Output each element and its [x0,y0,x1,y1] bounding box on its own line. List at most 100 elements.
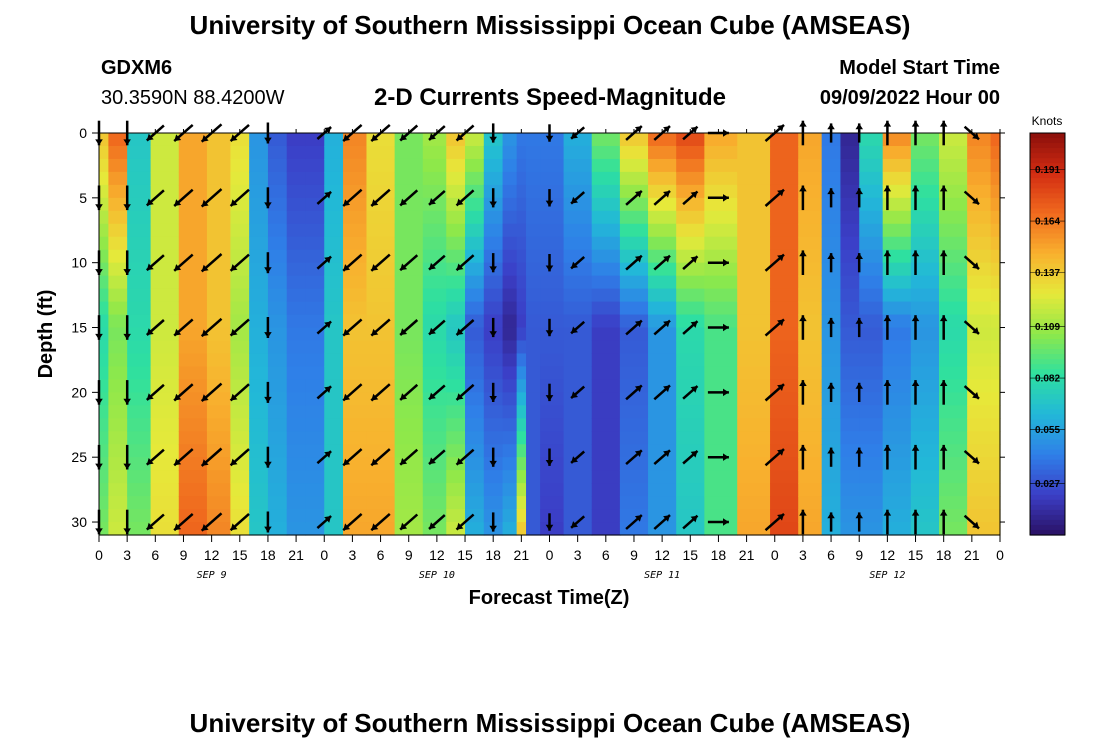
heatmap-cell [676,236,705,251]
current-vector [570,450,586,464]
x-tick-label: 6 [377,547,385,563]
date-label: SEP 11 [644,570,680,581]
heatmap-cell [230,158,250,173]
heatmap-cell [178,223,208,238]
heatmap-cell [990,366,1001,380]
heatmap-cell [526,288,541,303]
heatmap-cell [206,210,231,225]
colorbar-segment [1030,449,1065,456]
current-vector [316,255,332,270]
heatmap-cell [619,340,649,355]
current-vector [653,189,671,206]
current-vector [264,381,272,403]
x-axis-title: Forecast Time(Z) [469,587,630,609]
colorbar-segment [1030,409,1065,416]
heatmap-cell [648,353,677,368]
heatmap-cell [249,431,269,445]
heatmap-cell [267,236,288,251]
heatmap-cell [446,444,466,458]
heatmap-cell [990,223,1001,238]
heatmap-cell [938,197,968,212]
heatmap-cell [676,392,705,406]
heatmap-cell [483,236,504,251]
heatmap-cell [108,353,128,368]
current-vector [855,253,863,273]
heatmap-cell [108,210,128,225]
heatmap-cell [737,275,771,290]
heatmap-cell [676,470,705,484]
heatmap-cell [526,392,541,406]
heatmap-cell [178,418,208,432]
heatmap-cell [737,470,771,484]
current-vector [123,185,131,211]
heatmap-cell [676,223,705,238]
current-vector [653,449,671,466]
heatmap-cell [540,405,565,419]
heatmap-cell [343,171,368,186]
heatmap-cell [737,249,771,264]
heatmap-cell [178,340,208,355]
heatmap-cell [465,210,485,225]
current-vector [545,254,554,272]
heatmap-cell [366,392,396,406]
heatmap-cell [540,133,565,147]
heatmap-cell [267,509,288,523]
colorbar-segment [1030,484,1065,491]
heatmap-cell [178,457,208,471]
heatmap-cell [502,353,518,368]
heatmap-cell [230,340,250,355]
current-vector [883,185,892,211]
heatmap-cell [967,431,992,445]
heatmap-cell [324,288,344,303]
heatmap-cell [324,522,344,536]
heatmap-cell [563,457,593,471]
heatmap-cell [591,405,621,419]
heatmap-cell [249,236,269,251]
heatmap-cell [108,236,128,251]
heatmap-cell [366,444,396,458]
current-vector [939,509,948,535]
heatmap-cell [178,262,208,277]
heatmap-cell [967,223,992,238]
heatmap-cell [591,340,621,355]
heatmap-cell [178,327,208,342]
heatmap-cell [249,327,269,342]
heatmap-cell [150,158,180,173]
heatmap-cell [366,457,396,471]
heatmap-cell [483,288,504,303]
heatmap-cell [540,366,565,380]
heatmap-cell [206,392,231,406]
heatmap-cell [526,145,541,160]
heatmap-cell [882,133,912,147]
heatmap-cell [967,236,992,251]
current-vector [264,317,272,338]
heatmap-cell [465,158,485,173]
heatmap-cell [563,262,593,277]
heatmap-cell [502,405,518,419]
heatmap-cell [305,379,325,393]
heatmap-cell [967,353,992,368]
heatmap-cell [540,327,565,342]
heatmap-cell [619,249,649,264]
heatmap-cell [619,197,649,212]
heatmap-cell [770,470,799,484]
heatmap-cell [343,496,368,510]
heatmap-cell [99,301,109,316]
heatmap-cell [343,444,368,458]
current-vector [963,385,980,400]
heatmap-cell [648,392,677,406]
heatmap-cell [230,236,250,251]
heatmap-cell [798,223,823,238]
colorbar-segment [1030,308,1065,315]
heatmap-cell [798,418,823,432]
heatmap-cell [563,496,593,510]
colorbar-segment [1030,394,1065,400]
colorbar-segment [1030,183,1065,189]
heatmap-cell [286,249,307,264]
heatmap-cell [343,366,368,380]
heatmap-cell [910,249,940,264]
current-vector [939,380,948,405]
heatmap-cell [127,249,152,264]
heatmap-cell [206,496,231,510]
heatmap-cell [619,405,649,419]
